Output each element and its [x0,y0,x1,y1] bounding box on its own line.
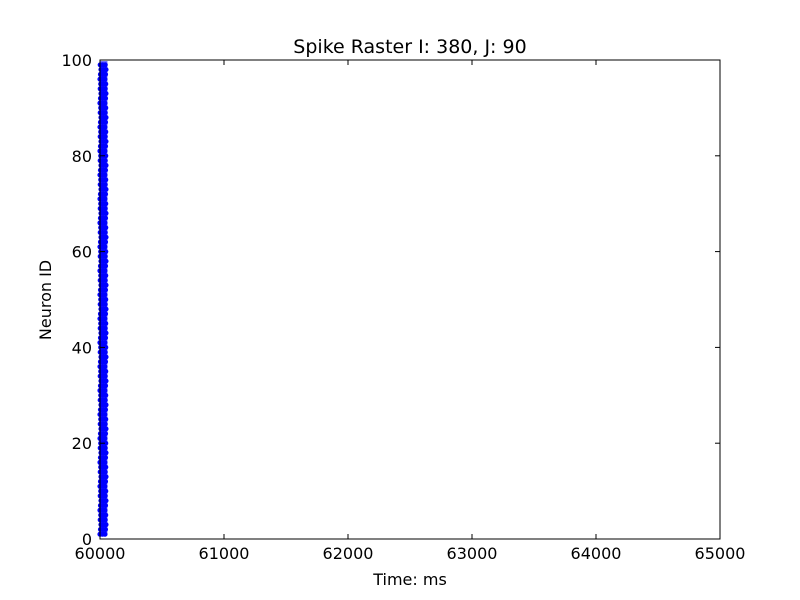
y-axis-label: Neuron ID [36,260,55,340]
y-tick-label: 0 [82,530,92,549]
x-tick-label: 61000 [199,544,250,563]
y-tick-label: 20 [72,434,92,453]
x-tick-label: 62000 [323,544,374,563]
plot-frame [99,59,721,540]
y-tick-label: 80 [72,147,92,166]
x-axis-ticks: 60000 61000 62000 63000 64000 65000 [75,60,746,563]
y-tick-label: 100 [61,51,92,70]
spike-band [100,61,108,536]
chart-title: Spike Raster I: 380, J: 90 [293,36,526,58]
x-tick-label: 65000 [695,544,746,563]
x-tick-label: 64000 [571,544,622,563]
y-tick-label: 40 [72,338,92,357]
y-axis-ticks: 0 20 40 60 80 100 [61,51,720,549]
plot-marks [97,61,109,537]
x-axis-label: Time: ms [372,570,447,589]
x-tick-label: 60000 [75,544,126,563]
y-tick-label: 60 [72,243,92,262]
x-tick-label: 63000 [447,544,498,563]
